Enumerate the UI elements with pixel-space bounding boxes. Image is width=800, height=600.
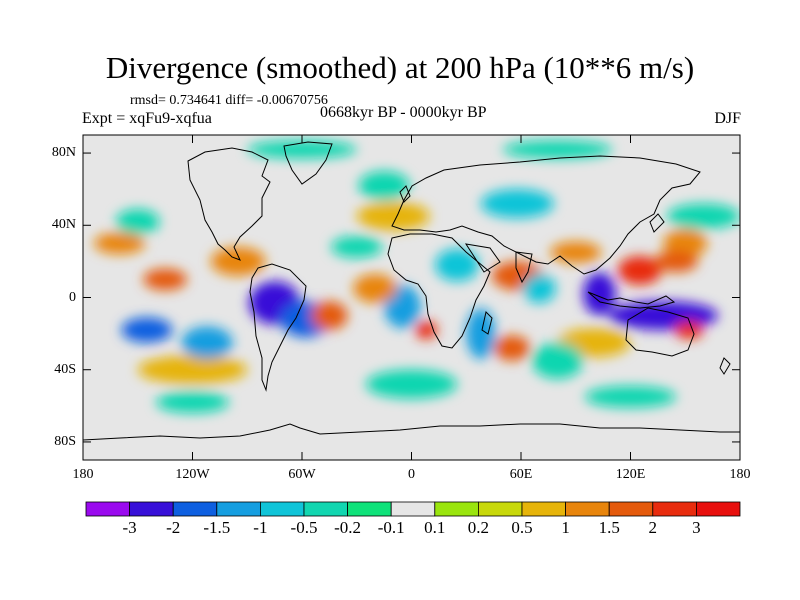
- coast-australia: [625, 307, 695, 357]
- x-tick-label: 0: [408, 467, 415, 482]
- colorbar-label: -3: [122, 518, 137, 537]
- field-anomaly-25: [663, 228, 708, 258]
- field-anomaly-13: [181, 326, 233, 359]
- colorbar: [85, 501, 741, 517]
- colorbar-label: -2: [166, 518, 181, 537]
- y-tick-label: 40N: [51, 217, 76, 233]
- y-tick-label: 80S: [54, 433, 76, 449]
- field-anomaly-12: [531, 342, 584, 379]
- field-layer: [93, 140, 740, 414]
- colorbar-box-12: [608, 501, 654, 517]
- field-anomaly-7: [502, 140, 613, 159]
- field-anomaly-23: [617, 255, 662, 285]
- season-label: DJF: [714, 110, 741, 127]
- field-anomaly-8: [247, 140, 357, 159]
- field-anomaly-35: [674, 320, 704, 340]
- coast-madagascar: [481, 311, 493, 335]
- x-tick-label: 60E: [509, 467, 533, 482]
- colorbar-label: -0.2: [334, 518, 362, 537]
- field-anomaly-2: [365, 369, 458, 399]
- coast-uk: [399, 185, 411, 203]
- colorbar-box-9: [477, 501, 523, 517]
- stats-text: rmsd= 0.734641 diff= -0.00670756: [130, 93, 328, 108]
- colorbar-box-14: [696, 501, 741, 517]
- x-tick-label: 60W: [288, 467, 316, 482]
- colorbar-label: -1: [253, 518, 268, 537]
- field-anomaly-24: [353, 274, 397, 303]
- colorbar-box-8: [434, 501, 479, 517]
- experiment-label: Expt = xqFu9-xqfua: [82, 110, 212, 127]
- colorbar-label: -0.5: [290, 518, 318, 537]
- x-tick-label: 120W: [175, 467, 210, 482]
- colorbar-label: 0.2: [467, 518, 490, 537]
- y-tick-label: 80N: [51, 145, 76, 161]
- colorbar-box-11: [565, 501, 610, 517]
- y-tick-label: 40S: [54, 361, 76, 377]
- field-anomaly-20: [583, 272, 616, 316]
- field-anomaly-30: [311, 301, 348, 330]
- coast-arabia-india: [464, 243, 533, 284]
- field-anomaly-6: [356, 201, 430, 231]
- colorbar-label: -1.5: [203, 518, 231, 537]
- colorbar-box-2: [172, 501, 218, 517]
- colorbar-label: 1: [561, 518, 570, 537]
- colorbar-box-6: [347, 501, 392, 517]
- axis-ticks: [82, 135, 741, 460]
- field-anomaly-28: [93, 232, 146, 255]
- coast-indonesia: [587, 291, 676, 309]
- x-tick-label: 120E: [615, 467, 646, 482]
- colorbar-box-1: [129, 501, 174, 517]
- coast-south-america: [249, 263, 307, 392]
- field-anomaly-32: [654, 250, 699, 273]
- field-anomaly-34: [493, 335, 531, 361]
- colorbar-box-4: [259, 501, 305, 517]
- field-anomaly-9: [584, 385, 677, 408]
- coast-antarctica: [83, 423, 740, 441]
- coast-new-zealand: [719, 357, 731, 375]
- field-anomaly-27: [331, 236, 383, 258]
- colorbar-box-7: [390, 501, 436, 517]
- field-anomaly-31: [522, 274, 556, 303]
- coast-eurasia: [391, 155, 701, 275]
- x-tick-label: 180: [72, 467, 94, 482]
- y-tick-label: 0: [69, 289, 76, 305]
- colorbar-label: 1.5: [598, 518, 620, 537]
- colorbar-label: 0.1: [424, 518, 446, 537]
- field-anomaly-33: [143, 268, 188, 291]
- chart-title: Divergence (smoothed) at 200 hPa (10**6 …: [105, 50, 695, 85]
- colorbar-box-13: [652, 501, 697, 517]
- coast-greenland: [283, 141, 333, 185]
- field-anomaly-1: [137, 355, 248, 385]
- colorbar-box-5: [303, 501, 348, 517]
- colorbar-label: -0.1: [377, 518, 405, 537]
- colorbar-box-3: [216, 501, 261, 517]
- colorbar-label: 0.5: [511, 518, 533, 537]
- coast-japan: [649, 213, 665, 233]
- colorbar-box-10: [521, 501, 566, 517]
- field-anomaly-4: [480, 189, 554, 219]
- field-anomaly-16: [210, 246, 266, 276]
- colorbar-label: 2: [648, 518, 658, 537]
- field-anomaly-22: [121, 317, 173, 343]
- period-label: 0668kyr BP - 0000kyr BP: [320, 104, 487, 121]
- colorbar-box-0: [85, 501, 130, 517]
- field-anomaly-21: [435, 248, 480, 282]
- field-anomaly-18: [358, 171, 410, 200]
- field-anomaly-15: [156, 391, 229, 414]
- x-tick-label: 180: [729, 467, 751, 482]
- field-anomaly-11: [667, 203, 740, 229]
- coast-africa: [387, 233, 491, 349]
- field-anomaly-26: [115, 209, 160, 235]
- colorbar-label: 3: [692, 518, 701, 537]
- coastlines: [83, 141, 740, 441]
- coast-north-america: [187, 147, 271, 261]
- field-anomaly-17: [466, 308, 496, 359]
- field-anomaly-29: [550, 241, 602, 264]
